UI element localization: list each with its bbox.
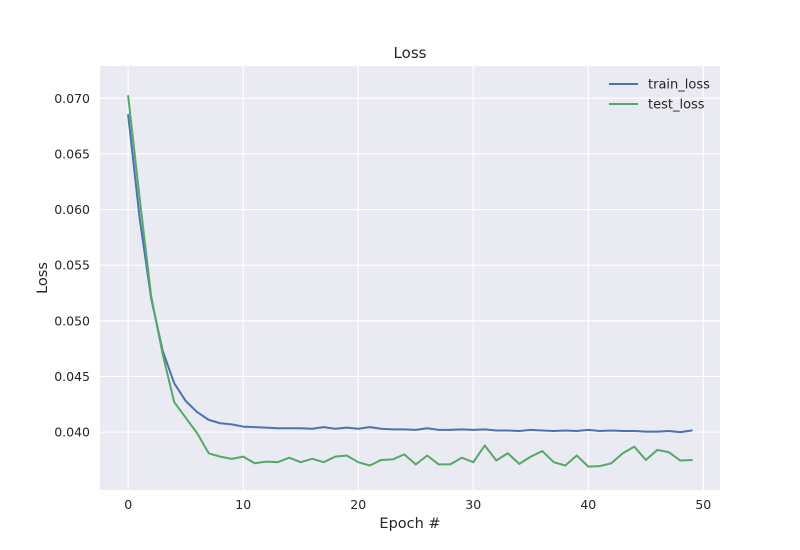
x-axis-label: Epoch # [379, 516, 440, 532]
x-tick-label: 50 [695, 497, 711, 512]
x-tick-label: 0 [124, 497, 132, 512]
series-line-test-loss [127, 95, 693, 468]
y-axis-ticks: 0.040 0.045 0.050 0.055 0.060 0.065 0.070 [54, 91, 90, 440]
x-tick-label: 40 [580, 497, 596, 512]
y-tick-label: 0.060 [54, 202, 90, 217]
legend-label-test-loss: test_loss [648, 98, 705, 113]
x-tick-label: 10 [235, 497, 251, 512]
x-axis-ticks: 0 10 20 30 40 50 [124, 497, 711, 512]
grid-lines [100, 66, 720, 490]
x-tick-label: 20 [350, 497, 366, 512]
series-line-train-loss [127, 113, 693, 434]
x-tick-label: 30 [465, 497, 481, 512]
series-lines [127, 95, 693, 468]
legend-label-train-loss: train_loss [648, 78, 710, 93]
legend: train_loss test_loss [609, 78, 710, 113]
plot-background [100, 66, 720, 490]
y-tick-label: 0.070 [54, 91, 90, 106]
y-tick-label: 0.045 [54, 369, 90, 384]
y-tick-label: 0.065 [54, 146, 90, 161]
y-tick-label: 0.055 [54, 258, 90, 273]
chart-title: Loss [394, 44, 427, 62]
y-tick-label: 0.050 [54, 313, 90, 328]
y-tick-label: 0.040 [54, 425, 90, 440]
y-axis-label: Loss [35, 262, 51, 294]
